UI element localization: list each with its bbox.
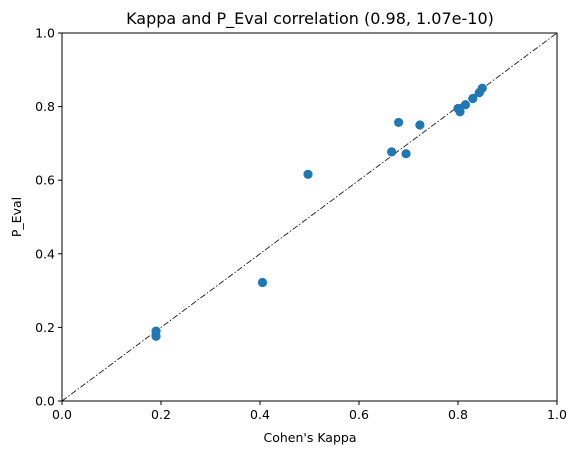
x-axis-label: Cohen's Kappa — [264, 430, 357, 445]
y-tick-label: 0.6 — [35, 173, 55, 188]
axis-ticks: 0.0 0.2 0.4 0.6 0.8 1.0 0.0 0.2 0.4 0.6 0.8 1.0 — [35, 26, 567, 423]
data-point — [151, 331, 161, 341]
data-point — [455, 107, 465, 117]
data-point — [477, 83, 487, 93]
data-point — [460, 100, 471, 110]
y-tick-label: 0.2 — [35, 320, 55, 335]
x-tick-label: 0.2 — [151, 407, 171, 422]
data-point — [468, 93, 478, 104]
x-tick-label: 0.6 — [349, 407, 369, 422]
data-point — [394, 117, 404, 128]
data-point — [303, 169, 313, 179]
y-tick-label: 0.0 — [35, 394, 55, 409]
data-points — [151, 83, 487, 341]
x-tick-label: 0.4 — [250, 407, 270, 422]
plot-frame — [61, 32, 558, 402]
chart-title: Kappa and P_Eval correlation (0.98, 1.07… — [126, 9, 494, 29]
y-tick-label: 1.0 — [35, 26, 55, 41]
y-axis-label: P_Eval — [9, 197, 24, 237]
data-point — [257, 277, 268, 288]
data-point — [401, 149, 411, 159]
data-point — [387, 147, 397, 157]
y-tick-label: 0.8 — [35, 99, 55, 114]
x-tick-label: 1.0 — [547, 407, 567, 422]
data-point — [415, 120, 425, 130]
x-tick-label: 0.8 — [448, 407, 468, 422]
x-tick-label: 0.0 — [52, 407, 72, 422]
y-tick-label: 0.4 — [35, 246, 55, 261]
